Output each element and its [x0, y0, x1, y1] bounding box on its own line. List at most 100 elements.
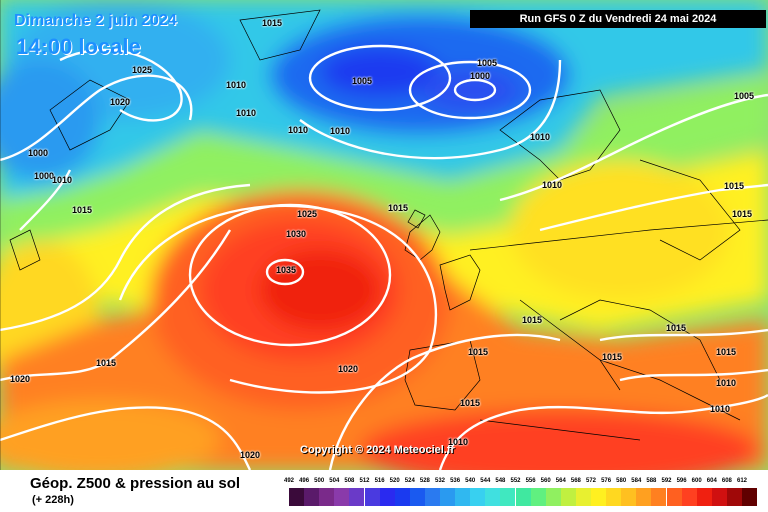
isobar-label: 1015 — [666, 323, 687, 333]
isobar-label: 1010 — [236, 108, 257, 118]
scale-label: 532 — [434, 478, 445, 484]
scale-swatch — [726, 488, 742, 506]
scale-swatch — [560, 488, 576, 506]
scale-swatch — [621, 488, 637, 506]
scale-label: 500 — [314, 478, 325, 484]
isobar-label: 1025 — [132, 65, 153, 75]
scale-label: 548 — [495, 478, 506, 484]
scale-label: 596 — [676, 478, 687, 484]
scale-label: 508 — [344, 478, 355, 484]
scale-label: 496 — [299, 478, 310, 484]
scale-label: 604 — [706, 478, 717, 484]
scale-label: 528 — [419, 478, 430, 484]
scale-label: 608 — [721, 478, 732, 484]
scale-label: 492 — [283, 478, 294, 484]
isobar-label: 1015 — [96, 358, 117, 368]
scale-swatch — [545, 488, 561, 506]
isobar-label: 1000 — [34, 171, 55, 181]
scale-swatch — [334, 488, 350, 506]
legend-title: Géop. Z500 & pression au sol — [30, 475, 241, 492]
isobar-label: 1025 — [297, 209, 318, 219]
scale-swatch — [364, 488, 380, 506]
isobar-label: 1035 — [276, 265, 297, 275]
scale-label: 504 — [329, 478, 340, 484]
isobar-label: 1015 — [732, 209, 753, 219]
run-info: Run GFS 0 Z du Vendredi 24 mai 2024 — [470, 10, 766, 28]
scale-swatch — [530, 488, 546, 506]
isobar-label: 1010 — [448, 437, 469, 447]
copyright: Copyright © 2024 Meteociel.fr — [300, 444, 455, 456]
scale-swatch — [636, 488, 652, 506]
scale-label: 568 — [570, 478, 581, 484]
isobar-label: 1010 — [716, 378, 737, 388]
scale-label: 612 — [736, 478, 747, 484]
isobar-label: 1010 — [52, 175, 73, 185]
scale-swatch — [319, 488, 335, 506]
isobar-label: 1015 — [522, 315, 543, 325]
isobar-label: 1015 — [262, 18, 283, 28]
weather-map — [0, 0, 768, 470]
scale-swatch — [651, 488, 667, 506]
scale-label: 552 — [510, 478, 521, 484]
scale-swatch — [394, 488, 410, 506]
isobar-label: 1010 — [330, 126, 351, 136]
legend-footer: Géop. Z500 & pression au sol (+ 228h) 49… — [0, 470, 768, 512]
scale-swatch — [666, 488, 682, 506]
scale-label: 540 — [465, 478, 476, 484]
scale-swatch — [742, 488, 758, 506]
isobar-label: 1020 — [110, 97, 131, 107]
forecast-time: 14:00 locale — [16, 34, 141, 59]
scale-label: 560 — [540, 478, 551, 484]
forecast-date: Dimanche 2 juin 2024 — [14, 12, 177, 29]
isobar-label: 1015 — [460, 398, 481, 408]
scale-label: 520 — [389, 478, 400, 484]
isobar-label: 1015 — [388, 203, 409, 213]
scale-label: 576 — [601, 478, 612, 484]
scale-label: 564 — [555, 478, 566, 484]
scale-swatch — [711, 488, 727, 506]
scale-swatch — [485, 488, 501, 506]
color-scale: 492 496 500 504 508 512 516 520 524 528 532 536 540 5… — [282, 478, 758, 508]
isobar-label: 1005 — [734, 91, 755, 101]
scale-label: 544 — [480, 478, 491, 484]
scale-label: 516 — [374, 478, 385, 484]
isobar-label: 1000 — [28, 148, 49, 158]
isobar-label: 1020 — [240, 450, 261, 460]
scale-label: 524 — [404, 478, 415, 484]
scale-swatch — [304, 488, 320, 506]
scale-swatch — [289, 488, 305, 506]
scale-swatch — [515, 488, 531, 506]
scale-label: 572 — [585, 478, 596, 484]
isobar-label: 1015 — [72, 205, 93, 215]
isobar-label: 1020 — [338, 364, 359, 374]
isobar-label: 1010 — [530, 132, 551, 142]
scale-swatch — [575, 488, 591, 506]
scale-label: 536 — [450, 478, 461, 484]
isobar-label: 1010 — [542, 180, 563, 190]
isobar-label: 1005 — [352, 76, 373, 86]
isobar-label: 1015 — [716, 347, 737, 357]
scale-label: 584 — [631, 478, 642, 484]
isobar-label: 1005 — [477, 58, 498, 68]
scale-swatch — [379, 488, 395, 506]
scale-label: 592 — [661, 478, 672, 484]
isobar-label: 1010 — [226, 80, 247, 90]
isobar-label: 1000 — [470, 71, 491, 81]
isobar-label: 1015 — [602, 352, 623, 362]
isobar-label: 1030 — [286, 229, 307, 239]
scale-swatch — [606, 488, 622, 506]
scale-swatch — [470, 488, 486, 506]
isobar-label: 1015 — [468, 347, 489, 357]
scale-label: 580 — [616, 478, 627, 484]
isobar-label: 1010 — [288, 125, 309, 135]
isobar-label: 1020 — [10, 374, 31, 384]
scale-label: 556 — [525, 478, 536, 484]
scale-swatch — [349, 488, 365, 506]
scale-swatch — [591, 488, 607, 506]
scale-label: 512 — [359, 478, 370, 484]
scale-swatch — [424, 488, 440, 506]
scale-label: 588 — [646, 478, 657, 484]
scale-swatch — [500, 488, 516, 506]
scale-swatch — [455, 488, 471, 506]
